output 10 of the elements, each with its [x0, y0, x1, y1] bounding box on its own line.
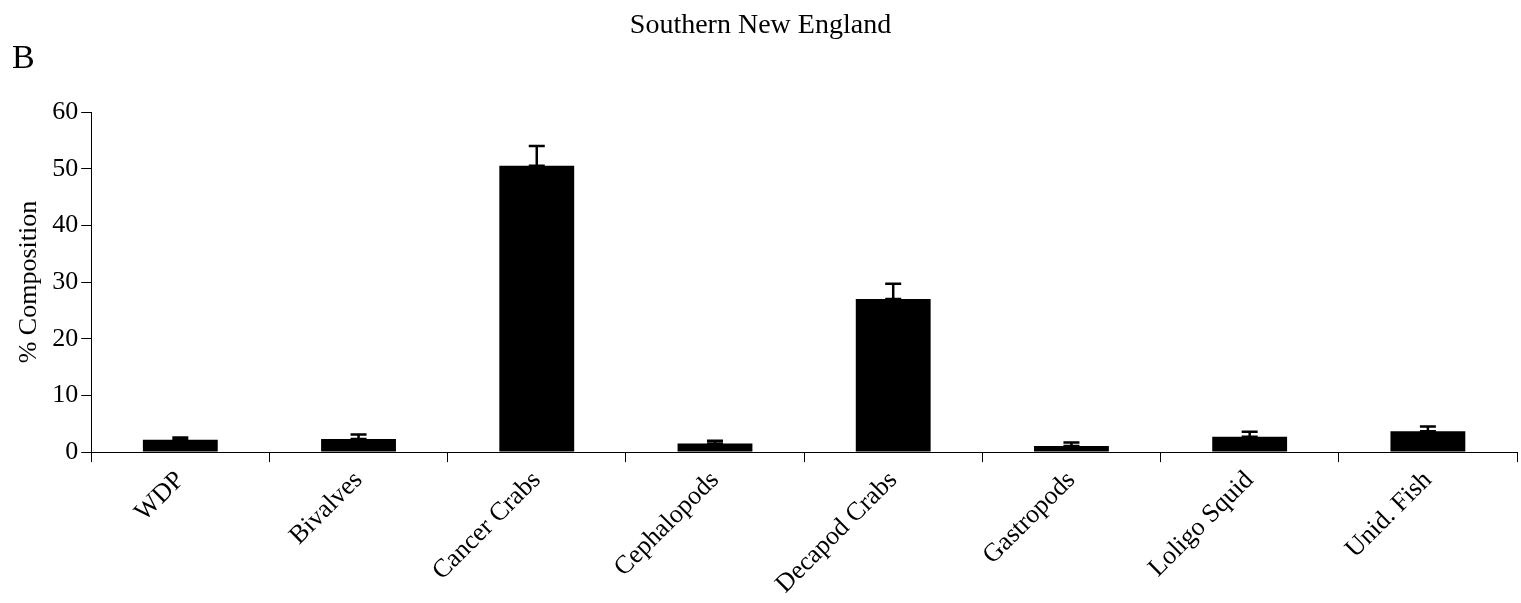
y-tick-label: 40 — [52, 209, 79, 239]
y-tick-label: 10 — [52, 379, 79, 409]
y-axis-title: % Composition — [13, 200, 43, 364]
y-tick-label: 60 — [52, 95, 79, 125]
text: B — [12, 38, 35, 76]
y-tick-label: 20 — [52, 322, 79, 352]
y-tick-label: 50 — [52, 152, 79, 182]
chart-title: Southern New England — [629, 8, 892, 39]
y-tick-label: 30 — [52, 265, 79, 295]
y-tick-label: 0 — [65, 435, 79, 465]
